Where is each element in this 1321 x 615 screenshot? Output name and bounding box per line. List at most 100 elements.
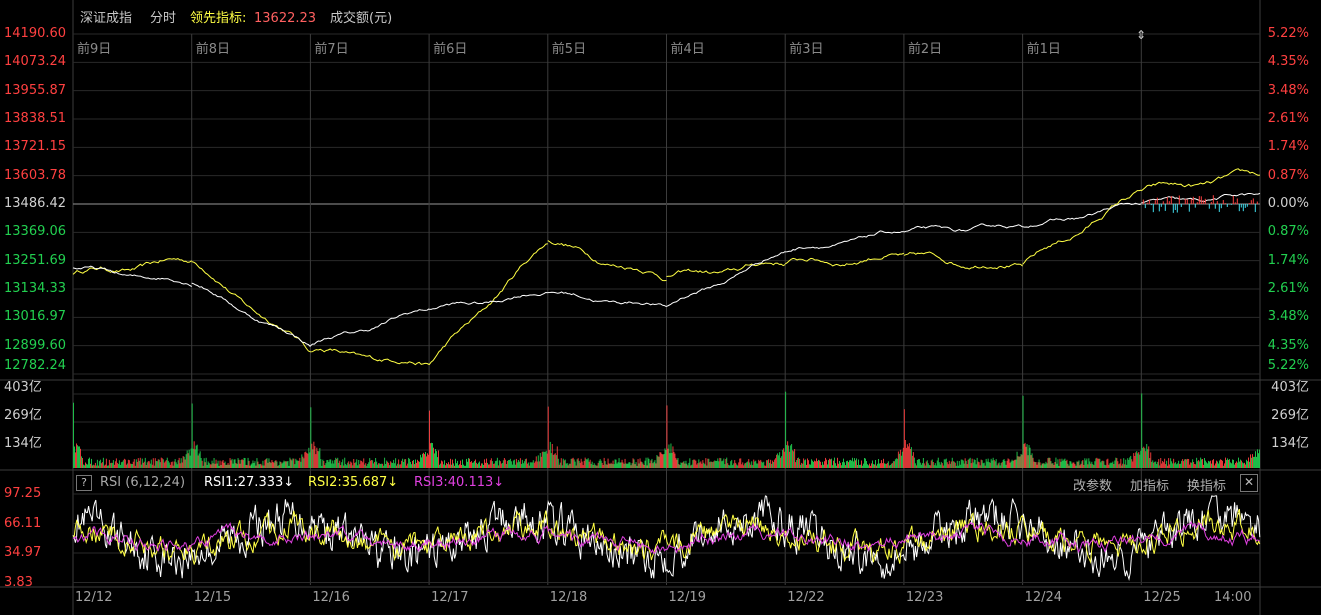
volume-bar (266, 458, 268, 468)
volume-bar (845, 465, 846, 468)
volume-bar (732, 465, 734, 468)
volume-bar (763, 461, 765, 468)
volume-bar (435, 449, 436, 468)
volume-bar (394, 463, 396, 468)
volume-bar (933, 465, 935, 468)
volume-bar (405, 459, 407, 468)
volume-bar (230, 460, 232, 468)
help-button[interactable]: ? (76, 475, 92, 491)
volume-bar (960, 459, 962, 468)
volume-bar (718, 461, 720, 468)
volume-bar (1187, 458, 1189, 468)
price-label-right: 2.61% (1267, 281, 1309, 296)
volume-bar (644, 460, 646, 468)
volume-bar (80, 448, 81, 468)
volume-bar (865, 458, 866, 468)
volume-bar (859, 464, 860, 468)
volume-bar (347, 462, 349, 468)
volume-bar (766, 460, 768, 468)
volume-bar (719, 457, 721, 468)
price-label-left: 12899.60 (4, 337, 67, 353)
volume-bar (325, 463, 327, 468)
volume-bar (1221, 459, 1222, 468)
crosshair-marker-icon[interactable]: ⇕ (1136, 28, 1147, 42)
volume-bar (1092, 464, 1094, 468)
volume-bar (1208, 460, 1209, 468)
volume-bar (1008, 459, 1010, 468)
volume-bar (688, 462, 690, 468)
volume-bar (537, 455, 539, 468)
volume-bar (985, 458, 987, 468)
volume-bar (527, 462, 529, 468)
volume-bar (919, 462, 921, 468)
volume-bar (1058, 465, 1060, 468)
day-label: 前6日 (433, 42, 468, 57)
volume-bar (953, 461, 955, 468)
volume-bar (904, 440, 906, 468)
volume-bar (641, 462, 643, 468)
volume-bar (1216, 460, 1217, 468)
volume-bar (176, 464, 178, 468)
volume-bar (703, 462, 705, 468)
mode-label[interactable]: 分时 (150, 11, 177, 26)
index-name[interactable]: 深证成指 (80, 11, 133, 26)
volume-bar (313, 441, 315, 468)
volume-bar (311, 443, 313, 468)
volume-bar (249, 465, 251, 468)
volume-bar (130, 463, 132, 468)
volume-bar (948, 460, 950, 468)
volume-bar (723, 458, 725, 468)
volume-bar (132, 461, 134, 468)
volume-bar (1019, 456, 1021, 468)
volume-bar (291, 460, 293, 468)
volume-bar (756, 463, 758, 468)
volume-bar (1084, 458, 1086, 468)
add-indicator-button[interactable]: 加指标 (1130, 479, 1170, 494)
volume-bar (466, 458, 467, 468)
volume-bar (898, 453, 900, 468)
volume-bar (449, 464, 450, 468)
volume-bar (804, 460, 806, 468)
volume-bar (99, 459, 101, 468)
volume-bar (606, 464, 608, 468)
volume-bar (243, 457, 245, 468)
volume-bar (278, 465, 280, 468)
volume-bar (273, 462, 275, 468)
rsi-title[interactable]: RSI (6,12,24) (100, 475, 186, 490)
date-label: 12/24 (1024, 590, 1063, 605)
volume-bar (695, 460, 697, 468)
volume-bar (944, 459, 946, 468)
volume-bar (974, 460, 976, 468)
volume-bar (97, 465, 99, 468)
price-label-left: 13251.69 (4, 252, 67, 268)
volume-bar (754, 461, 756, 468)
volume-bar (805, 459, 806, 468)
volume-bar (600, 460, 602, 468)
volume-bar (710, 461, 712, 468)
volume-bar (880, 463, 881, 468)
volume-bar (1212, 460, 1213, 468)
volume-bar (308, 447, 310, 468)
volume-bar (975, 464, 977, 468)
edit-params-button[interactable]: 改参数 (1073, 479, 1113, 494)
volume-bar (389, 465, 391, 468)
close-icon[interactable]: ✕ (1240, 474, 1258, 492)
volume-bar (364, 464, 366, 468)
volume-bar (115, 458, 117, 468)
volume-bar (275, 460, 277, 468)
volume-bar (1021, 454, 1023, 468)
volume-bar (83, 464, 84, 468)
volume-bar (292, 458, 294, 468)
volume-bar (861, 460, 862, 468)
volume-bar (523, 461, 525, 468)
volume-bar (802, 463, 804, 468)
volume-bar (631, 463, 633, 468)
volume-bar (1042, 463, 1044, 468)
switch-indicator-button[interactable]: 换指标 (1187, 479, 1227, 494)
volume-bar (1094, 461, 1096, 468)
volume-bar (597, 462, 599, 468)
volume-bar (149, 463, 151, 468)
volume-bar (1248, 457, 1249, 468)
volume-bar (1168, 458, 1170, 468)
